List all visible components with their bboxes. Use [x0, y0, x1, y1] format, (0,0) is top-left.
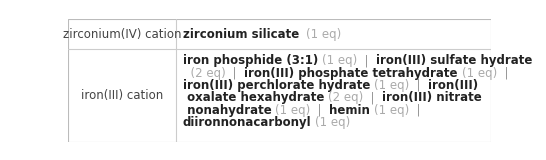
- Text: iron phosphide (3:1): iron phosphide (3:1): [182, 54, 318, 67]
- Text: iron(III) nitrate: iron(III) nitrate: [382, 91, 482, 104]
- Text: |: |: [310, 104, 329, 116]
- Text: hemin: hemin: [329, 104, 370, 116]
- Text: (1 eq): (1 eq): [322, 54, 357, 67]
- Text: iron(III) cation: iron(III) cation: [81, 89, 163, 102]
- Text: |: |: [409, 104, 420, 116]
- Text: zirconium(IV) cation: zirconium(IV) cation: [63, 28, 181, 41]
- Text: (1 eq): (1 eq): [315, 116, 350, 129]
- Text: (1 eq): (1 eq): [461, 67, 497, 80]
- Text: oxalate hexahydrate: oxalate hexahydrate: [182, 91, 324, 104]
- Text: zirconium silicate: zirconium silicate: [182, 28, 299, 41]
- Text: |: |: [225, 67, 244, 80]
- Text: |: |: [409, 79, 428, 92]
- Text: nonahydrate: nonahydrate: [182, 104, 271, 116]
- Text: iron(III) phosphate tetrahydrate: iron(III) phosphate tetrahydrate: [244, 67, 458, 80]
- Text: (1 eq): (1 eq): [306, 28, 341, 41]
- Text: (1 eq): (1 eq): [373, 79, 409, 92]
- Text: |: |: [363, 91, 382, 104]
- Text: |: |: [357, 54, 376, 67]
- Text: (1 eq): (1 eq): [374, 104, 409, 116]
- Text: (2 eq): (2 eq): [328, 91, 363, 104]
- Text: iron(III) sulfate hydrate: iron(III) sulfate hydrate: [376, 54, 532, 67]
- Text: (1 eq): (1 eq): [275, 104, 310, 116]
- Text: diironnonacarbonyl: diironnonacarbonyl: [182, 116, 311, 129]
- Text: iron(III): iron(III): [428, 79, 478, 92]
- Text: (2 eq): (2 eq): [182, 67, 225, 80]
- Text: iron(III) perchlorate hydrate: iron(III) perchlorate hydrate: [182, 79, 370, 92]
- Text: |: |: [497, 67, 508, 80]
